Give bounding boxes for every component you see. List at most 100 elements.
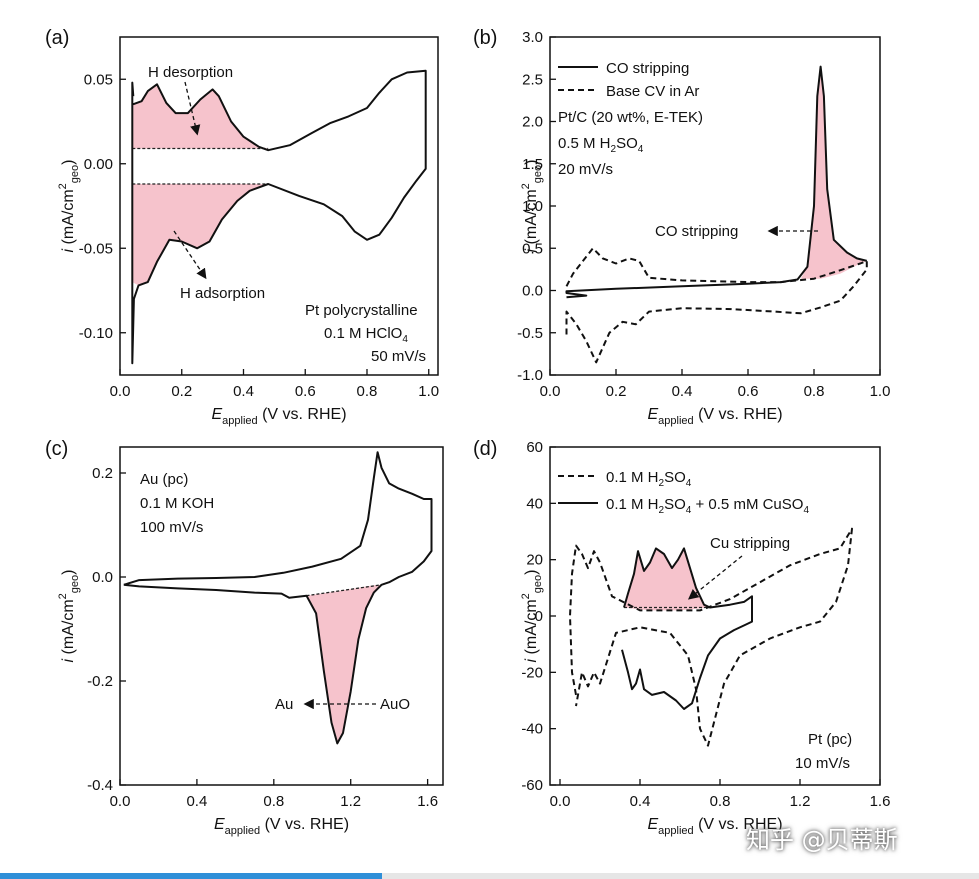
panel-label: (a) xyxy=(45,27,69,49)
legend-1-sub2: 4 xyxy=(686,478,692,489)
auo-label: AuO xyxy=(380,696,410,713)
y-tick-label: -0.2 xyxy=(87,673,113,690)
x-tick-label: 0.6 xyxy=(295,383,316,400)
legend-1-mid: SO xyxy=(664,469,686,486)
h-desorption-label: H desorption xyxy=(148,64,233,81)
legend-2-sub3: 4 xyxy=(803,505,809,516)
legend-2-mid: SO xyxy=(664,496,686,513)
cu-stripping-arrow xyxy=(687,555,743,600)
x-tick-label: 0.0 xyxy=(540,383,561,400)
info-line-1: Pt polycrystalline xyxy=(305,302,418,319)
x-axis-label: Eapplied (V vs. RHE) xyxy=(214,816,349,837)
info-line-2-text: 0.5 M H xyxy=(558,135,611,152)
legend-entry-h2so4: 0.1 M H2SO4 xyxy=(606,469,692,489)
series-dashed-line xyxy=(569,527,853,747)
legend-entry-h2so4-cuso4: 0.1 M H2SO4 + 0.5 mM CuSO4 xyxy=(606,496,809,516)
y-tick-label: -1.0 xyxy=(517,367,543,384)
axes-frame xyxy=(119,446,444,786)
info-line-2: 0.1 M HClO4 xyxy=(324,325,408,345)
info-line-2-text: 0.1 M HClO xyxy=(324,325,402,342)
co-stripping-label: CO stripping xyxy=(655,223,738,240)
legend-1-sub: 2 xyxy=(659,478,665,489)
panel-b: (b) 0.0 0.2 0.4 0.6 0.8 1.0 -1.0 -0.5 0.0 0.5 1.0 1… xyxy=(473,27,890,427)
y-tick-label: -0.5 xyxy=(517,325,543,342)
y-tick-label: 1.0 xyxy=(522,198,543,215)
series-solid-line xyxy=(131,69,427,365)
legend-2-tail: + 0.5 mM CuSO xyxy=(691,496,803,513)
y-tick-label: 0.0 xyxy=(92,569,113,586)
x-tick-label: 0.8 xyxy=(263,793,284,810)
y-tick-label: 0 xyxy=(535,608,543,625)
cu-stripping-label: Cu stripping xyxy=(710,535,790,552)
x-axis-label: Eapplied (V vs. RHE) xyxy=(211,406,346,427)
info-line-2-mid: SO xyxy=(616,135,638,152)
panel-label: (b) xyxy=(473,27,497,49)
y-tick-label: 40 xyxy=(526,495,543,512)
x-axis-label: Eapplied (V vs. RHE) xyxy=(647,406,782,427)
panel-a: (a) 0.0 0.2 0.4 0.6 0.8 1.0 -0.10 -0.05 0.00 0.05… xyxy=(45,27,439,427)
y-tick-label: 3.0 xyxy=(522,29,543,46)
x-tick-label: 1.6 xyxy=(870,793,891,810)
x-tick-label: 0.0 xyxy=(550,793,571,810)
y-tick-label: -0.05 xyxy=(79,240,113,257)
x-tick-label: 0.2 xyxy=(606,383,627,400)
x-tick-label: 0.8 xyxy=(804,383,825,400)
axes-frame xyxy=(119,36,439,376)
y-tick-label: 0.0 xyxy=(522,283,543,300)
legend-entry-base-cv: Base CV in Ar xyxy=(606,83,699,100)
info-line-3: 20 mV/s xyxy=(558,161,613,178)
info-line-3: 50 mV/s xyxy=(371,348,426,365)
x-tick-label: 0.0 xyxy=(110,383,131,400)
x-tick-label: 0.4 xyxy=(186,793,207,810)
y-axis-label: i (mA/cm2geo) xyxy=(57,160,81,253)
y-tick-label: 2.0 xyxy=(522,114,543,131)
shaded-area-0 xyxy=(306,584,382,744)
info-line-1: Pt (pc) xyxy=(808,731,852,748)
y-tick-label: -0.4 xyxy=(87,777,113,794)
x-tick-label: 1.0 xyxy=(870,383,891,400)
legend-2-sub: 2 xyxy=(659,505,665,516)
info-line-2-sub: 4 xyxy=(402,334,408,345)
x-tick-label: 0.6 xyxy=(738,383,759,400)
x-tick-label: 1.6 xyxy=(417,793,438,810)
baseline-0 xyxy=(306,584,382,597)
series-solid-line xyxy=(621,547,753,710)
legend-2-text: 0.1 M H xyxy=(606,496,659,513)
panel-d: (d) 0.0 0.4 0.8 1.2 1.6 -60 -40 -20 0 20 40 60 Eappl… xyxy=(473,438,890,837)
x-tick-label: 0.2 xyxy=(171,383,192,400)
x-tick-label: 0.4 xyxy=(233,383,254,400)
plot-area: 0.0 0.4 0.8 1.2 1.6 -0.4 -0.2 0.0 0.2 Eapplied (V… xyxy=(57,446,444,837)
y-tick-label: 2.5 xyxy=(522,71,543,88)
x-tick-label: 1.2 xyxy=(340,793,361,810)
panel-label: (d) xyxy=(473,438,497,460)
x-tick-label: 0.4 xyxy=(672,383,693,400)
y-tick-label: 1.5 xyxy=(522,156,543,173)
h-desorption-arrow xyxy=(184,81,201,136)
plot-area: 0.0 0.2 0.4 0.6 0.8 1.0 -1.0 -0.5 0.0 0.5 1.0 1.5 2.… xyxy=(517,29,890,427)
panel-label: (c) xyxy=(45,438,68,460)
shaded-area-0 xyxy=(132,84,269,149)
axes-frame xyxy=(549,36,881,376)
video-progress-fill xyxy=(0,873,382,879)
panel-c: (c) 0.0 0.4 0.8 1.2 1.6 -0.4 -0.2 0.0 0.2 Eapplie… xyxy=(45,438,444,837)
info-line-3: 100 mV/s xyxy=(140,519,203,536)
h-adsorption-arrow xyxy=(173,230,207,280)
y-tick-label: 60 xyxy=(526,439,543,456)
y-tick-label: -0.10 xyxy=(79,325,113,342)
info-line-1: Au (pc) xyxy=(140,471,188,488)
legend-1-text: 0.1 M H xyxy=(606,469,659,486)
y-axis-label: i (mA/cm2geo) xyxy=(520,160,544,253)
y-tick-label: 20 xyxy=(526,552,543,569)
info-line-2-sub2: 4 xyxy=(638,144,644,155)
x-tick-label: 1.0 xyxy=(418,383,439,400)
video-progress-track[interactable] xyxy=(0,873,979,879)
info-line-2-sub: 2 xyxy=(611,144,617,155)
watermark: 知乎 @贝蒂斯 xyxy=(746,826,898,854)
y-tick-label: 0.00 xyxy=(84,156,113,173)
y-axis-label: i (mA/cm2geo) xyxy=(520,570,544,663)
legend-entry-co-stripping: CO stripping xyxy=(606,60,689,77)
info-line-2: 0.5 M H2SO4 xyxy=(558,135,644,155)
legend-2-sub2: 4 xyxy=(686,505,692,516)
y-tick-label: 0.05 xyxy=(84,71,113,88)
info-line-2: 10 mV/s xyxy=(795,755,850,772)
